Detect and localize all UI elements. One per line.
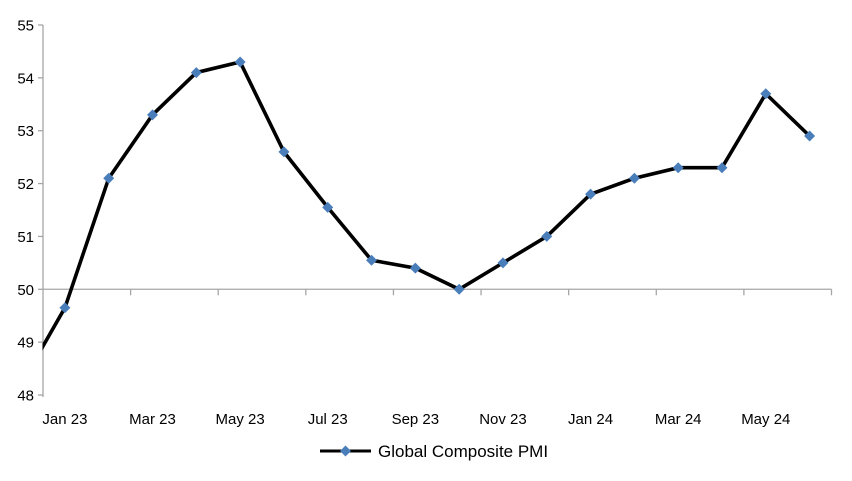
data-point-marker: [672, 162, 684, 174]
data-point-marker: [322, 201, 334, 213]
y-axis-tick-label: 50: [17, 282, 34, 299]
x-axis-tick-label: Jan 23: [42, 411, 87, 428]
x-axis-tick-label: Nov 23: [479, 411, 527, 428]
pmi-line-series: [42, 59, 811, 351]
data-point-marker: [409, 262, 421, 274]
data-point-marker: [804, 130, 816, 142]
legend-marker-icon: [340, 445, 351, 457]
data-point-marker: [760, 88, 772, 100]
legend: Global Composite PMI: [320, 442, 548, 461]
data-point-marker: [497, 257, 509, 269]
data-point-marker: [190, 67, 202, 79]
data-point-marker: [453, 283, 465, 295]
data-point-marker: [147, 109, 159, 121]
y-axis-tick-label: 49: [17, 335, 34, 352]
x-axis-tick-label: Mar 23: [129, 411, 176, 428]
data-point-marker: [278, 146, 290, 158]
x-axis-tick-label: Sep 23: [392, 411, 440, 428]
x-axis-tick-label: Jul 23: [308, 411, 348, 428]
legend-label: Global Composite PMI: [378, 442, 548, 461]
y-axis-tick-label: 48: [17, 388, 34, 405]
data-point-marker: [585, 188, 597, 200]
y-axis-tick-label: 55: [17, 18, 34, 35]
y-axis-tick-label: 54: [17, 70, 34, 87]
y-axis-tick-label: 51: [17, 229, 34, 246]
data-point-marker: [234, 56, 246, 68]
y-axis-tick-label: 53: [17, 123, 34, 140]
x-axis-tick-label: Jan 24: [568, 411, 613, 428]
data-point-marker: [59, 302, 71, 314]
x-axis-tick-label: May 23: [216, 411, 265, 428]
data-point-marker: [103, 172, 115, 184]
x-axis-tick-label: Mar 24: [655, 411, 702, 428]
data-point-marker: [541, 230, 553, 242]
data-point-marker: [716, 162, 728, 174]
data-point-marker: [628, 172, 640, 184]
x-axis-tick-label: May 24: [741, 411, 790, 428]
y-axis-tick-label: 52: [17, 176, 34, 193]
data-point-marker: [366, 254, 378, 266]
